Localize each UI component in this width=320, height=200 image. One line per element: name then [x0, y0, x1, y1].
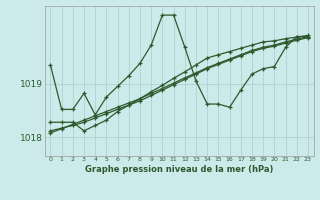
X-axis label: Graphe pression niveau de la mer (hPa): Graphe pression niveau de la mer (hPa): [85, 165, 273, 174]
